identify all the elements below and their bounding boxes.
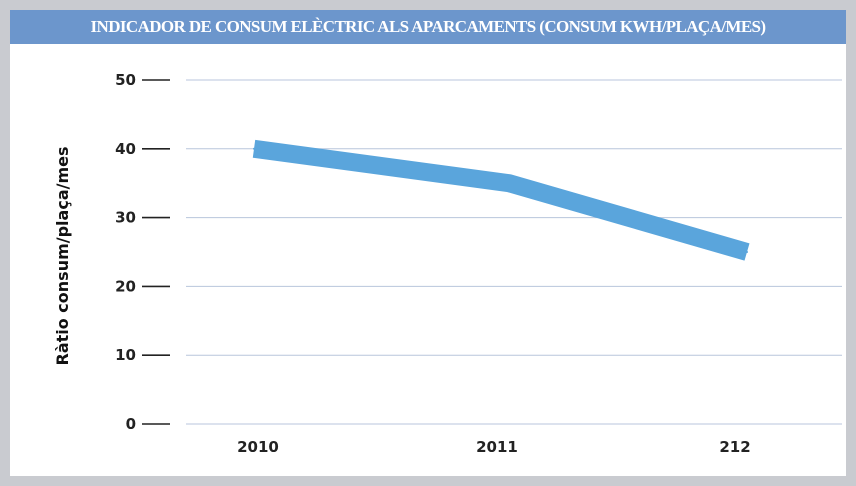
data-point-2011 — [508, 182, 510, 185]
plot-panel — [10, 44, 846, 476]
y-tick-label-10: 10 — [115, 346, 136, 364]
x-tick-label-212: 212 — [719, 438, 750, 456]
series-line-0 — [252, 139, 750, 261]
y-axis-title: Ràtio consum/plaça/mes — [53, 146, 72, 365]
y-tick-label-20: 20 — [115, 277, 136, 295]
y-tick-label-40: 40 — [115, 140, 136, 158]
x-tick-label-2011: 2011 — [476, 438, 518, 456]
y-tick-label-50: 50 — [115, 71, 136, 89]
chart-title: INDICADOR DE CONSUM ELÈCTRIC ALS APARCAM… — [10, 10, 846, 44]
data-point-212 — [746, 251, 748, 253]
data-point-2010 — [253, 147, 255, 150]
y-tick-label-0: 0 — [126, 415, 136, 433]
y-tick-label-30: 30 — [115, 209, 136, 227]
x-tick-label-2010: 2010 — [237, 438, 279, 456]
